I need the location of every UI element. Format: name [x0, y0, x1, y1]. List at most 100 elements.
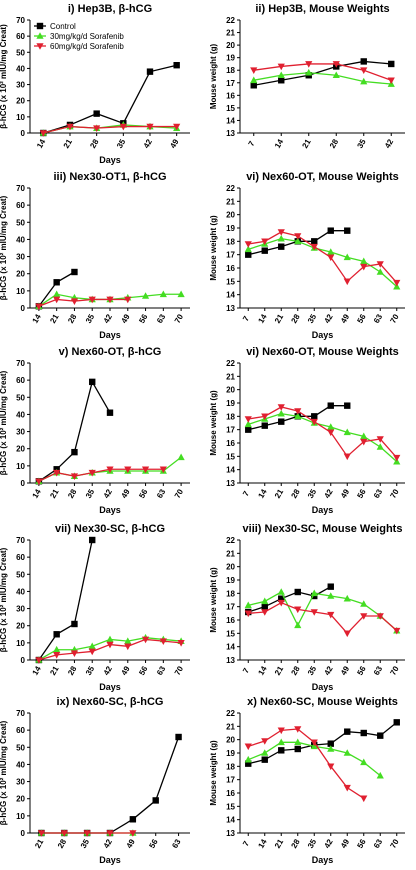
- data-point: [177, 453, 185, 461]
- data-point: [177, 640, 185, 647]
- x-tick-label: 14: [256, 487, 269, 500]
- data-point: [53, 652, 61, 659]
- data-point: [343, 278, 351, 286]
- data-point: [277, 738, 285, 746]
- x-axis-label: Days: [99, 855, 121, 865]
- y-tick-label: 22: [226, 536, 235, 545]
- data-point: [152, 797, 159, 804]
- y-tick-label: 20: [226, 386, 235, 395]
- y-tick-label: 21: [226, 372, 235, 381]
- y-tick-label: 19: [226, 54, 235, 63]
- x-tick-label: 7: [241, 314, 251, 323]
- series-line: [43, 125, 177, 134]
- x-tick-label: 28: [328, 137, 341, 150]
- series-triangle-down: [35, 466, 167, 486]
- series-line: [248, 231, 398, 284]
- data-point: [173, 62, 180, 69]
- data-point: [360, 438, 368, 446]
- x-tick-label: 14: [256, 312, 269, 325]
- data-point: [360, 795, 368, 803]
- data-point: [376, 436, 384, 443]
- data-point: [53, 631, 60, 638]
- chart-title: vi) Nex60-OT, Mouse Weights: [246, 346, 399, 358]
- data-point: [393, 279, 401, 287]
- x-tick-label: 28: [289, 664, 302, 677]
- y-tick-label: 22: [226, 709, 235, 718]
- data-point: [141, 636, 150, 644]
- y-tick-label: 20: [16, 97, 25, 106]
- y-tick-label: 70: [16, 184, 25, 193]
- x-tick-label: 63: [372, 312, 385, 325]
- data-point: [129, 816, 137, 823]
- y-tick-label: 30: [16, 428, 25, 437]
- chart-title: ii) Hep3B, Mouse Weights: [255, 3, 389, 15]
- data-point: [343, 594, 351, 602]
- y-tick-label: 20: [16, 270, 25, 279]
- data-point: [310, 243, 318, 251]
- data-point: [388, 60, 395, 68]
- legend-label: 30mg/kg/d Sorafenib: [50, 32, 124, 41]
- x-tick-label: 70: [173, 312, 186, 325]
- data-point: [245, 760, 252, 767]
- data-point: [124, 466, 132, 474]
- x-tick-label: 35: [84, 487, 97, 500]
- data-point: [376, 261, 384, 268]
- y-tick-label: 50: [16, 48, 25, 57]
- x-tick-label: 70: [173, 664, 186, 677]
- data-point: [141, 292, 150, 299]
- y-tick-label: 14: [226, 816, 235, 825]
- x-tick-label: 49: [339, 312, 352, 325]
- x-tick-label: 35: [355, 137, 368, 150]
- data-point: [310, 609, 318, 616]
- chart-panel-7: viii) Nex30-SC, Mouse Weights 13 14 15 16 17 1…: [209, 523, 405, 692]
- x-tick-label: 70: [388, 487, 401, 500]
- x-tick-label: 35: [79, 837, 92, 850]
- y-tick-label: 16: [226, 616, 235, 625]
- data-point: [141, 466, 150, 474]
- series-triangle-up: [244, 234, 401, 290]
- series-line: [253, 63, 392, 81]
- data-point: [393, 627, 401, 635]
- y-tick-label: 21: [226, 197, 235, 206]
- data-point: [310, 589, 318, 597]
- y-tick-label: 22: [226, 16, 235, 25]
- data-point: [360, 257, 368, 265]
- y-tick-label: 22: [226, 359, 235, 368]
- y-tick-label: 17: [226, 79, 235, 88]
- y-tick-label: 40: [16, 235, 25, 244]
- series-triangle-up: [250, 68, 395, 87]
- y-axis-label: β-hCG (x 10² mIU/mg Creat): [0, 547, 8, 652]
- x-tick-label: 14: [273, 137, 286, 150]
- data-point: [159, 290, 167, 298]
- data-point: [106, 409, 114, 416]
- data-point: [305, 61, 313, 68]
- y-tick-label: 40: [16, 410, 25, 419]
- y-axis-label: Mouse weight (g): [209, 215, 218, 281]
- x-tick-label: 21: [273, 837, 286, 850]
- y-tick-label: 22: [226, 184, 235, 193]
- x-axis-label: Days: [99, 330, 121, 340]
- data-point: [360, 77, 368, 85]
- chart-panel-8: ix) Nex60-SC, β-hCG 0 10 20 30 40 50 60 70 β-hCG …: [0, 696, 190, 865]
- y-tick-label: 60: [16, 553, 25, 562]
- series-square: [35, 536, 96, 664]
- data-point: [35, 478, 43, 486]
- data-point: [159, 466, 167, 474]
- y-tick-label: 0: [21, 479, 26, 488]
- x-tick-label: 7: [241, 839, 251, 848]
- data-point: [294, 233, 302, 240]
- x-tick-label: 56: [137, 487, 150, 500]
- data-point: [327, 429, 335, 437]
- data-point: [53, 290, 61, 298]
- data-point: [261, 422, 268, 429]
- y-tick-label: 20: [226, 211, 235, 220]
- data-point: [261, 247, 268, 254]
- x-tick-label: 56: [355, 487, 368, 500]
- y-tick-label: 17: [226, 776, 235, 785]
- x-tick-label: 7: [241, 489, 251, 498]
- chart-title: x) Nex60-SC, Mouse Weights: [247, 696, 398, 708]
- x-tick-label: 28: [289, 837, 302, 850]
- y-axis-label: Mouse weight (g): [209, 567, 218, 633]
- data-point: [261, 413, 269, 421]
